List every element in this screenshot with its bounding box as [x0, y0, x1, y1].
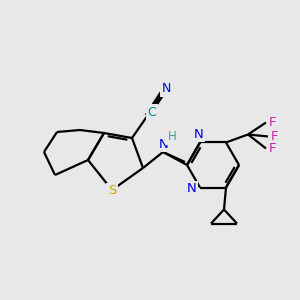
Text: N: N: [194, 128, 204, 141]
Text: C: C: [148, 106, 156, 118]
Text: F: F: [270, 130, 278, 143]
Text: N: N: [187, 182, 197, 195]
Text: N: N: [159, 137, 169, 151]
Text: S: S: [108, 184, 116, 197]
Text: H: H: [168, 130, 176, 143]
Text: F: F: [268, 142, 276, 155]
Text: N: N: [161, 82, 171, 95]
Text: F: F: [268, 116, 276, 129]
